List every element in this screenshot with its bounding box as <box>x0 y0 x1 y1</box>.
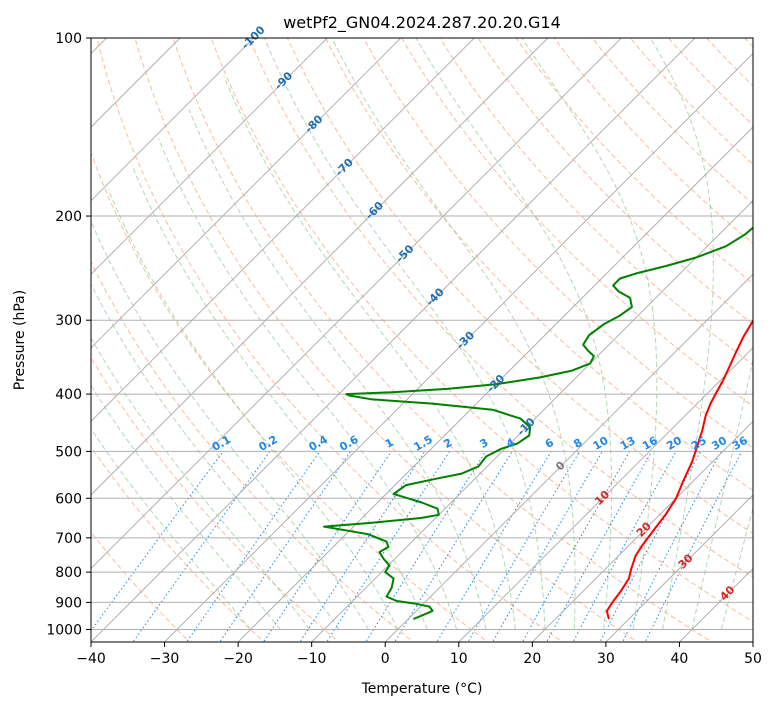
mixing-ratio-line <box>622 451 722 642</box>
isotherm <box>458 347 753 642</box>
mixing-ratio-line <box>467 451 581 642</box>
moist-adiabat <box>107 188 399 630</box>
y-tick-label: 600 <box>55 491 82 507</box>
sounding-profiles <box>323 226 753 620</box>
dewpoint-profile <box>323 226 753 620</box>
dry-adiabat <box>439 38 753 366</box>
y-axis-title: Pressure (hPa) <box>12 290 28 390</box>
isotherm <box>91 38 696 642</box>
x-tick-label: −40 <box>76 651 106 667</box>
mixing-ratio-line <box>436 451 552 642</box>
moist-adiabat <box>158 138 458 630</box>
y-tick-label: 1000 <box>46 622 82 638</box>
isotherm <box>91 38 328 275</box>
mixing-ratio-line <box>132 451 271 642</box>
moist-adiabat <box>264 38 546 630</box>
isotherms <box>91 38 753 642</box>
isotherm <box>531 420 753 642</box>
y-tick-label: 900 <box>55 595 82 611</box>
y-tick-label: 200 <box>55 209 82 225</box>
isotherm <box>237 126 753 642</box>
y-tick-label: 700 <box>55 531 82 547</box>
x-tick-label: −10 <box>297 651 327 667</box>
x-axis-ticks: −40 −30 −20 −10 0 10 20 30 40 50 <box>76 642 762 667</box>
mixing-ratio-line <box>185 451 321 642</box>
dry-adiabat <box>248 38 753 578</box>
x-tick-label: 40 <box>671 651 689 667</box>
moist-adiabat <box>91 283 340 630</box>
moist-adiabat <box>521 38 658 630</box>
y-tick-label: 300 <box>55 313 82 329</box>
moist-adiabat <box>649 38 714 630</box>
moist-adiabat <box>691 357 753 630</box>
chart-title: wetPf2_GN04.2024.287.20.20.G14 <box>283 13 561 33</box>
dry-adiabat <box>401 38 753 407</box>
x-tick-label: 20 <box>523 651 541 667</box>
mixing-ratio-line <box>91 451 224 632</box>
y-tick-label: 800 <box>55 565 82 581</box>
mixing-ratio-line <box>299 451 426 642</box>
isotherm <box>752 641 753 642</box>
moist-adiabat <box>720 506 753 630</box>
mixing-ratio-line <box>394 451 513 642</box>
isotherm <box>91 38 255 202</box>
x-tick-label: 50 <box>744 651 762 667</box>
y-tick-label: 100 <box>55 31 82 47</box>
isotherm <box>91 38 476 423</box>
mixing-ratio-line <box>262 451 392 642</box>
x-axis-title: Temperature (°C) <box>361 681 483 697</box>
y-axis-ticks: 100 200 300 400 500 600 700 800 900 1000 <box>46 31 91 638</box>
isotherm <box>384 273 753 642</box>
moist-adiabat <box>415 38 613 630</box>
moist-adiabat <box>188 109 487 630</box>
isotherm <box>605 494 753 642</box>
x-tick-label: 10 <box>450 651 468 667</box>
isotherm <box>163 52 753 642</box>
isotherm <box>91 38 549 496</box>
moist-adiabat <box>131 164 428 630</box>
x-tick-label: 30 <box>597 651 615 667</box>
pressure-gridlines <box>91 38 753 630</box>
moist-adiabat <box>331 38 576 630</box>
dry-adiabat <box>515 38 753 285</box>
x-tick-label: 0 <box>381 651 390 667</box>
plot-frame <box>90 37 754 643</box>
isotherm <box>91 38 623 570</box>
y-tick-label: 400 <box>55 387 82 403</box>
x-tick-label: −30 <box>150 651 180 667</box>
isotherm <box>91 38 402 349</box>
x-tick-label: −20 <box>223 651 253 667</box>
moist-adiabat <box>223 75 516 630</box>
dry-adiabat <box>324 38 753 491</box>
moist-adiabat <box>91 220 369 630</box>
moist-adiabat <box>91 427 252 630</box>
mixing-ratio-line <box>365 451 487 642</box>
y-tick-label: 500 <box>55 444 82 460</box>
dry-adiabat <box>286 38 753 535</box>
moist-adiabat <box>91 336 310 630</box>
mixing-ratio-line <box>326 451 451 642</box>
dry-adiabat <box>172 38 713 642</box>
mixing-ratio-line <box>572 451 677 642</box>
isotherm <box>310 199 753 642</box>
mixing-ratio-line <box>219 451 352 642</box>
temperature-profile <box>605 319 753 620</box>
